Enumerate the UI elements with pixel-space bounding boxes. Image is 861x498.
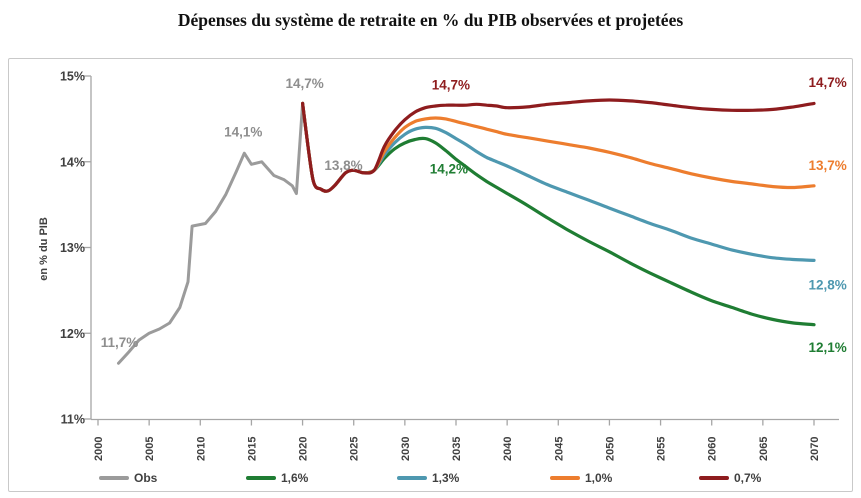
y-axis-tick-label: 13% — [60, 241, 85, 255]
x-axis-tick-label: 2025 — [349, 437, 361, 461]
legend-label: 1,6% — [281, 471, 309, 485]
y-axis-title: en % du PIB — [38, 217, 50, 281]
axes: 11% 12% 13% 14% 15% 2000 2005 2010 2015 2020 2025 2… — [38, 70, 839, 461]
legend-swatch-icon — [699, 476, 729, 480]
data-label: 13,8% — [324, 158, 362, 173]
legend-label: 1,0% — [585, 471, 613, 485]
legend-item-07: 0,7% — [699, 469, 761, 487]
chart-frame: 11% 12% 13% 14% 15% 2000 2005 2010 2015 2020 2025 2… — [8, 58, 853, 492]
data-label: 14,7% — [285, 76, 323, 91]
chart-legend: Obs 1,6% 1,3% 1,0% 0,7% — [9, 469, 852, 489]
x-axis-tick-label: 2005 — [144, 437, 156, 461]
data-label: 12,1% — [808, 340, 846, 355]
chart-title: Dépenses du système de retraite en % du … — [177, 10, 684, 30]
data-label: 14,7% — [808, 75, 846, 90]
series-line-10 — [301, 101, 816, 193]
legend-item-obs: Obs — [99, 469, 157, 487]
data-label: 12,8% — [808, 277, 846, 292]
x-axis-tick-label: 2035 — [451, 437, 463, 461]
legend-label: 1,3% — [432, 471, 460, 485]
legend-item-16: 1,6% — [246, 469, 308, 487]
legend-swatch-icon — [397, 476, 427, 480]
x-axis-tick-label: 2000 — [93, 437, 105, 461]
y-axis-tick-label: 14% — [60, 155, 85, 169]
y-axis-tick-label: 15% — [60, 70, 85, 84]
series-line-16 — [301, 101, 816, 327]
x-axis-tick-label: 2055 — [656, 437, 668, 461]
x-axis-tick-label: 2010 — [195, 437, 207, 461]
legend-item-13: 1,3% — [397, 469, 459, 487]
x-axis-tick-label: 2030 — [400, 437, 412, 461]
x-axis-tick-label: 2070 — [809, 437, 821, 461]
legend-label: 0,7% — [734, 471, 762, 485]
x-axis-tick-label: 2065 — [758, 437, 770, 461]
data-label: 11,7% — [101, 335, 139, 350]
x-axis-tick-label: 2040 — [502, 437, 514, 461]
x-axis-tick-label: 2050 — [604, 437, 616, 461]
series-line-07 — [301, 98, 816, 193]
x-axis-tick-label: 2020 — [298, 437, 310, 461]
legend-swatch-icon — [246, 476, 276, 480]
data-label: 13,7% — [808, 158, 846, 173]
x-axis-tick-label: 2060 — [707, 437, 719, 461]
data-label: 14,2% — [430, 162, 468, 177]
y-axis-tick-label: 11% — [61, 413, 85, 427]
legend-swatch-icon — [99, 476, 129, 480]
legend-swatch-icon — [550, 476, 580, 480]
x-axis-tick-label: 2045 — [553, 437, 565, 461]
legend-item-10: 1,0% — [550, 469, 612, 487]
x-axis-tick-label: 2015 — [246, 437, 258, 461]
data-label: 14,7% — [432, 78, 470, 93]
plot-area: 11% 12% 13% 14% 15% 2000 2005 2010 2015 2020 2025 2… — [38, 70, 847, 462]
data-label: 14,1% — [224, 125, 262, 140]
legend-label: Obs — [134, 471, 158, 485]
y-axis-tick-label: 12% — [60, 327, 85, 341]
series-line-obs — [117, 101, 305, 365]
